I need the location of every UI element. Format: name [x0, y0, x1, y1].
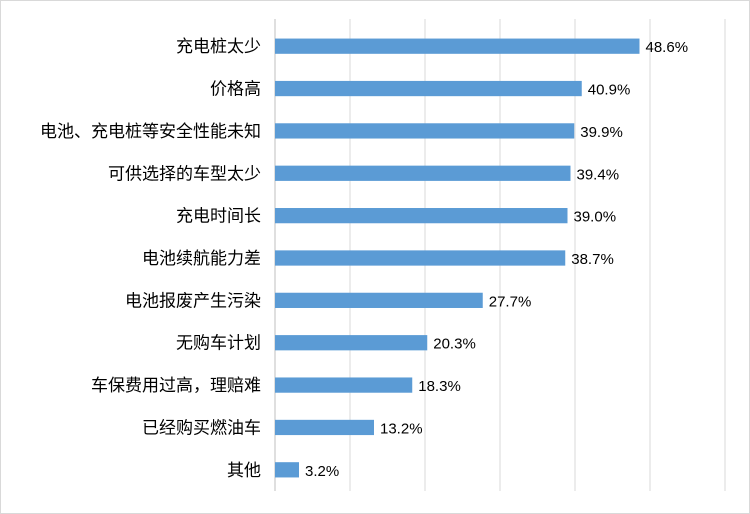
data-labels: 48.6% 40.9% 39.9% 39.4% 39.0% 38.7% 27.7% 20.3%… — [305, 39, 688, 480]
data-label: 38.7% — [571, 251, 614, 268]
bars — [275, 38, 640, 478]
data-label: 13.2% — [380, 420, 423, 437]
category-label: 电池续航能力差 — [142, 249, 261, 269]
category-label: 无购车计划 — [176, 334, 261, 354]
bar — [275, 419, 374, 436]
data-label: 40.9% — [588, 82, 631, 99]
bar — [275, 377, 413, 393]
bar — [275, 208, 568, 224]
data-label: 18.3% — [418, 378, 461, 395]
category-label: 车保费用过高，理赔难 — [91, 376, 261, 396]
category-label: 充电时间长 — [176, 207, 261, 227]
category-labels: 充电桩太少价格高电池、充电桩等安全性能未知可供选择的车型太少充电时间长电池续航能… — [40, 37, 261, 481]
data-label: 39.0% — [574, 209, 617, 226]
category-label: 充电桩太少 — [176, 37, 261, 57]
category-label: 可供选择的车型太少 — [108, 164, 261, 184]
bar — [275, 123, 575, 139]
category-label: 价格高 — [210, 80, 261, 100]
bar — [275, 80, 582, 97]
bar — [275, 165, 571, 181]
data-label: 3.2% — [305, 463, 339, 480]
bar — [275, 335, 428, 351]
category-label: 电池报废产生污染 — [125, 291, 261, 311]
bar — [275, 38, 640, 54]
bar — [275, 250, 566, 266]
data-label: 39.4% — [577, 166, 620, 183]
bar — [275, 462, 299, 478]
category-label: 其他 — [227, 461, 261, 481]
data-label: 20.3% — [433, 336, 476, 353]
bar — [275, 292, 483, 308]
category-label: 电池、充电桩等安全性能未知 — [40, 122, 261, 142]
category-label: 已经购买燃油车 — [142, 418, 261, 438]
data-label: 48.6% — [646, 39, 689, 56]
data-label: 27.7% — [489, 293, 532, 310]
data-label: 39.9% — [580, 124, 623, 141]
